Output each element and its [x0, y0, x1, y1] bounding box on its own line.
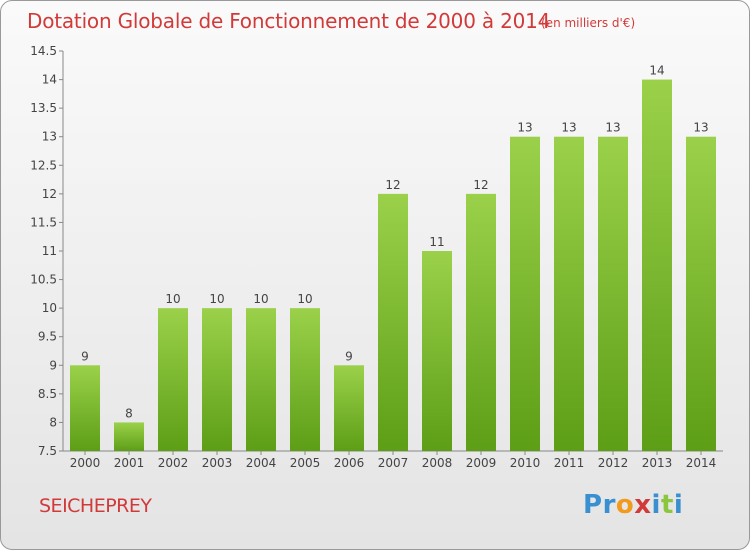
- x-tick-label: 2007: [378, 456, 409, 470]
- x-tick-label: 2000: [70, 456, 101, 470]
- y-tick-label: 14: [42, 73, 57, 87]
- bar: [466, 193, 496, 451]
- bar: [246, 308, 276, 451]
- data-label: 11: [429, 235, 444, 249]
- x-tick-label: 2005: [290, 456, 321, 470]
- x-tick-label: 2002: [158, 456, 189, 470]
- y-tick-label: 9.5: [38, 330, 57, 344]
- bar: [158, 308, 188, 451]
- y-tick-label: 13.5: [30, 101, 57, 115]
- data-label: 8: [125, 406, 133, 420]
- y-tick-label: 7.5: [38, 444, 57, 458]
- x-tick-label: 2004: [246, 456, 277, 470]
- data-label: 14: [649, 64, 664, 78]
- x-tick-label: 2003: [202, 456, 233, 470]
- proxiti-logo: Proxiti: [583, 490, 683, 520]
- commune-name: SEICHEPREY: [39, 495, 152, 517]
- bar: [114, 422, 144, 451]
- logo-letter: t: [660, 490, 674, 520]
- data-label: 13: [693, 121, 708, 135]
- bar: [290, 308, 320, 451]
- x-tick-label: 2006: [334, 456, 365, 470]
- data-label: 13: [517, 121, 532, 135]
- y-tick-label: 14.5: [30, 44, 57, 58]
- x-tick-label: 2012: [598, 456, 629, 470]
- x-tick-label: 2008: [422, 456, 453, 470]
- x-tick-label: 2014: [686, 456, 717, 470]
- chart-subtitle: (en milliers d'€): [541, 16, 636, 30]
- y-tick-label: 10: [42, 301, 57, 315]
- logo-letter: i: [651, 490, 661, 520]
- y-tick-label: 8: [49, 415, 57, 429]
- bar: [554, 136, 584, 451]
- data-label: 13: [605, 121, 620, 135]
- y-tick-label: 13: [42, 130, 57, 144]
- data-label: 12: [385, 178, 400, 192]
- y-tick-label: 12.5: [30, 158, 57, 172]
- x-tick-label: 2011: [554, 456, 585, 470]
- logo-letter: i: [673, 490, 684, 520]
- y-tick-label: 10.5: [30, 273, 57, 287]
- x-tick-label: 2009: [466, 456, 497, 470]
- y-tick-label: 11: [42, 244, 57, 258]
- bar: [686, 136, 716, 451]
- logo-letter: x: [634, 490, 652, 520]
- data-label: 9: [81, 349, 89, 363]
- x-tick-label: 2013: [642, 456, 673, 470]
- bar: [642, 79, 672, 452]
- x-tick-label: 2001: [114, 456, 145, 470]
- logo-letter: r: [602, 490, 616, 520]
- bar: [70, 365, 100, 451]
- data-label: 10: [209, 292, 224, 306]
- data-label: 13: [561, 121, 576, 135]
- chart-title: Dotation Globale de Fonctionnement de 20…: [27, 9, 551, 33]
- bar: [598, 136, 628, 451]
- bar: [334, 365, 364, 451]
- data-label: 12: [473, 178, 488, 192]
- data-label: 10: [297, 292, 312, 306]
- data-label: 10: [165, 292, 180, 306]
- bar: [422, 251, 452, 451]
- y-tick-label: 8.5: [38, 387, 57, 401]
- bar: [510, 136, 540, 451]
- data-label: 9: [345, 349, 353, 363]
- bar: [202, 308, 232, 451]
- y-tick-label: 11.5: [30, 215, 57, 229]
- y-tick-label: 12: [42, 187, 57, 201]
- bar: [378, 193, 408, 451]
- y-tick-label: 9: [49, 358, 57, 372]
- x-tick-label: 2010: [510, 456, 541, 470]
- data-label: 10: [253, 292, 268, 306]
- logo-letter: o: [615, 490, 635, 520]
- logo-letter: P: [583, 490, 603, 520]
